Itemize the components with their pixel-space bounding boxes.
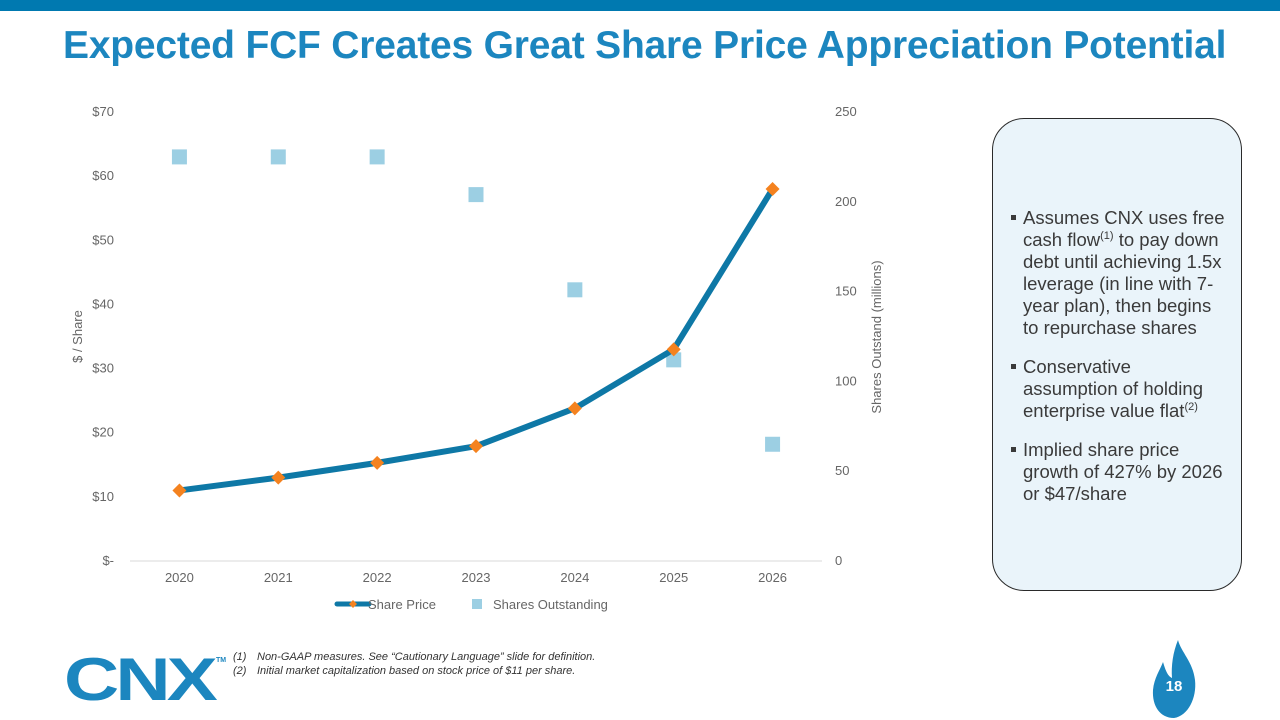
y-left-tick-label: $40 [92, 296, 114, 311]
chart-series [171, 149, 781, 498]
x-tick-label: 2022 [363, 570, 392, 585]
slide-title: Expected FCF Creates Great Share Price A… [63, 24, 1227, 67]
x-tick-label: 2023 [462, 570, 491, 585]
y-left-tick-label: $60 [92, 168, 114, 183]
logo-text: CNX [64, 650, 218, 705]
y-right-tick-label: 0 [835, 553, 842, 568]
legend-square-swatch [472, 599, 482, 609]
y-left-tick-label: $10 [92, 489, 114, 504]
share-price-point [469, 439, 483, 454]
x-tick-label: 2021 [264, 570, 293, 585]
page-number: 18 [1165, 678, 1183, 695]
share-price-point [172, 483, 187, 498]
shares-outstanding-point [270, 149, 286, 165]
callout-bullet: Conservative assumption of holding enter… [1010, 356, 1230, 422]
y-left-tick-label: $30 [92, 361, 114, 376]
x-tick-label: 2026 [758, 570, 787, 585]
y-left-tick-label: $70 [92, 104, 114, 119]
share-price-point [370, 455, 385, 470]
footnotes: (1) Non-GAAP measures. See “Cautionary La… [233, 650, 595, 678]
legend-marker-swatch [349, 600, 357, 608]
y-right-axis-label: Shares Outstand (millions) [869, 260, 884, 413]
callout-bullet: Assumes CNX uses free cash flow(1) to pa… [1010, 207, 1230, 339]
share-price-point [567, 401, 582, 416]
y-left-tick-label: $20 [92, 425, 114, 440]
cnx-logo: CNX TM [64, 650, 226, 705]
share-price-point [666, 342, 681, 357]
y-left-tick-label: $- [102, 553, 114, 568]
y-right-tick-label: 50 [835, 463, 849, 478]
x-tick-label: 2025 [659, 570, 688, 585]
y-right-tick-label: 150 [835, 284, 857, 299]
y-right-tick-label: 200 [835, 194, 857, 209]
x-tick-label: 2024 [560, 570, 589, 585]
y-axis-left: $- $10 $20 $30 $40 $50 $60 $70 $ / Share [70, 104, 114, 568]
shares-outstanding-point [171, 149, 187, 165]
shares-outstanding-point [567, 282, 583, 298]
shares-outstanding-point [666, 352, 682, 368]
y-left-tick-label: $50 [92, 232, 114, 247]
share-price-point [271, 470, 286, 485]
y-right-tick-label: 250 [835, 104, 857, 119]
shares-outstanding-point [765, 436, 781, 452]
footnote: (1) Non-GAAP measures. See “Cautionary La… [233, 651, 596, 663]
y-axis-right: 0 50 100 150 200 250 Shares Outstand (millions… [835, 104, 884, 568]
shares-outstanding-point [369, 149, 385, 165]
chart-legend: Share Price Shares Outstanding [334, 597, 608, 612]
top-accent-bar [0, 0, 1280, 11]
assumptions-callout: Assumes CNX uses free cash flow(1) to pa… [992, 118, 1242, 591]
shares-outstanding-point [468, 187, 484, 203]
y-right-tick-label: 100 [835, 373, 857, 388]
logo-trademark: TM [216, 657, 226, 664]
x-tick-label: 2020 [165, 570, 194, 585]
x-axis: 2020 2021 2022 2023 2024 2025 2026 [165, 570, 787, 585]
y-left-axis-label: $ / Share [70, 310, 85, 363]
share-price-point [765, 181, 780, 196]
legend-label: Share Price [368, 597, 436, 612]
legend-label: Shares Outstanding [493, 597, 608, 612]
callout-bullet: Implied share price growth of 427% by 20… [1010, 439, 1230, 505]
footnote: (2) Initial market capitalization based o… [233, 665, 576, 677]
flame-icon [1152, 640, 1196, 718]
